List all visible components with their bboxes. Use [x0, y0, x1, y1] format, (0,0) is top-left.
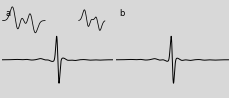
Text: b: b: [119, 9, 124, 18]
Text: a: a: [5, 9, 11, 18]
